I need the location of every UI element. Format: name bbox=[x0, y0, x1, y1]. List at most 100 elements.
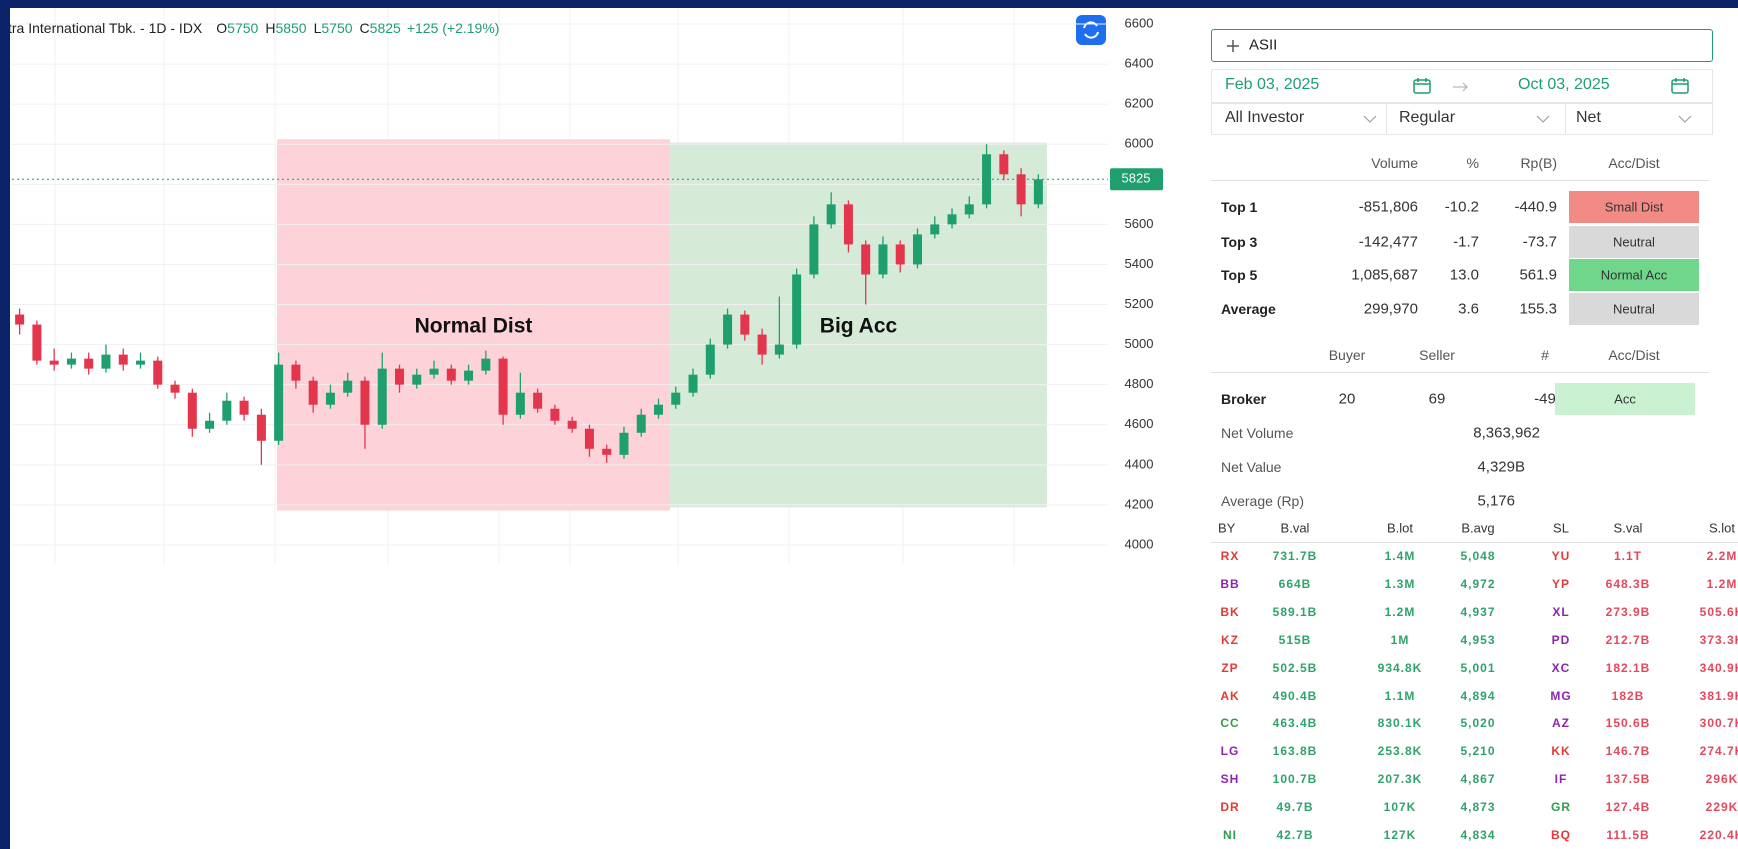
broker-code: RX bbox=[1220, 549, 1240, 563]
broker-cell: 1M bbox=[1390, 632, 1410, 647]
candle-body bbox=[533, 392, 543, 409]
symbol-search[interactable] bbox=[1211, 29, 1713, 62]
broker-cell: 648.3B bbox=[1605, 576, 1651, 591]
candle-body bbox=[84, 358, 94, 369]
candle-body bbox=[481, 358, 491, 371]
candle-body bbox=[205, 420, 215, 429]
broker-cell: 340.9K bbox=[1699, 660, 1738, 675]
candle-body bbox=[843, 204, 853, 245]
summary-cell: 299,970 bbox=[1363, 300, 1418, 318]
candle-body bbox=[913, 234, 922, 265]
stat-label: Average (Rp) bbox=[1221, 493, 1305, 509]
legend-value: 5750 bbox=[227, 20, 258, 36]
acc-dist-label: Neutral bbox=[1613, 301, 1655, 317]
stat-value: 8,363,962 bbox=[1473, 424, 1540, 442]
candle-body bbox=[256, 414, 266, 441]
divider bbox=[1211, 542, 1738, 543]
candle-body bbox=[619, 432, 629, 455]
candle-body bbox=[136, 360, 145, 365]
last-price-label: 5825 bbox=[1122, 171, 1151, 186]
y-tick-label: 5400 bbox=[1125, 256, 1154, 271]
broker-header: Buyer bbox=[1328, 347, 1366, 363]
broker-code: AZ bbox=[1552, 716, 1570, 731]
y-tick-label: 4000 bbox=[1125, 536, 1154, 551]
candle-body bbox=[947, 214, 957, 225]
candle-body bbox=[895, 244, 905, 265]
refresh-button[interactable] bbox=[1076, 15, 1106, 45]
broker-cell: 20 bbox=[1338, 390, 1356, 408]
legend-key: O bbox=[216, 20, 227, 36]
candle-body bbox=[446, 368, 456, 381]
calendar-icon bbox=[1413, 78, 1431, 94]
candle-body bbox=[222, 400, 232, 421]
chevron bbox=[1536, 115, 1550, 123]
candle-body bbox=[360, 380, 370, 425]
candle-body bbox=[636, 414, 646, 433]
filter: Regular bbox=[1399, 109, 1456, 126]
plus-icon bbox=[1227, 40, 1239, 52]
candle-body bbox=[395, 368, 404, 385]
frame: 6600640062006000580056005400520050004800… bbox=[10, 8, 1738, 849]
broker-code: AK bbox=[1220, 688, 1240, 703]
separator bbox=[1386, 103, 1387, 134]
candle-body bbox=[723, 314, 733, 345]
broker-code: BK bbox=[1220, 604, 1240, 619]
summary-header: Rp(B) bbox=[1520, 155, 1557, 171]
y-tick-label: 6200 bbox=[1125, 96, 1154, 111]
broker-cell: 664B bbox=[1278, 576, 1312, 591]
broker-cell: 212.7B bbox=[1605, 632, 1651, 647]
broker-cell: 229K bbox=[1705, 800, 1738, 815]
broker-code: XC bbox=[1551, 660, 1571, 675]
broker-cell: 150.6B bbox=[1605, 716, 1651, 731]
broker-cell: 502.5B bbox=[1272, 660, 1318, 675]
broker-code: YU bbox=[1551, 549, 1571, 563]
y-tick-label: 5000 bbox=[1125, 336, 1154, 351]
zone-label: Normal Dist bbox=[415, 315, 533, 338]
summary-cell: -142,477 bbox=[1358, 233, 1418, 251]
broker-code: BB bbox=[1220, 576, 1240, 591]
chevron bbox=[1678, 115, 1692, 123]
y-tick-label: 5200 bbox=[1125, 296, 1154, 311]
broker-header: Acc/Dist bbox=[1608, 347, 1660, 363]
candle-body bbox=[66, 358, 76, 365]
broker-code: MG bbox=[1550, 688, 1572, 703]
candle-body bbox=[515, 392, 525, 415]
broker-cell: 463.4B bbox=[1272, 716, 1318, 731]
stat-value: 5,176 bbox=[1477, 492, 1515, 510]
candle-body bbox=[826, 204, 836, 225]
summary-header: Volume bbox=[1371, 155, 1418, 171]
broker-cell: 253.8K bbox=[1377, 744, 1423, 759]
candle-body bbox=[343, 380, 353, 393]
broker-cell: 182B bbox=[1611, 688, 1645, 703]
candle-body bbox=[498, 358, 508, 415]
legend-key: L bbox=[314, 20, 322, 36]
summary-cell: 3.6 bbox=[1458, 300, 1479, 318]
list-header: B.lot bbox=[1386, 520, 1414, 536]
acc-dist-badge: Normal Acc bbox=[1569, 259, 1699, 291]
candle-body bbox=[101, 354, 111, 369]
y-tick-label: 4800 bbox=[1125, 376, 1154, 391]
candle-body bbox=[118, 354, 128, 365]
y-tick-label: 4200 bbox=[1125, 496, 1154, 511]
broker-cell: 1.2M bbox=[1706, 576, 1738, 591]
broker-code: LG bbox=[1220, 744, 1240, 759]
panel: ASII Feb 03, 2025 Oct 03, 2025 All Investor… bbox=[10, 8, 1738, 849]
summary-header: Acc/Dist bbox=[1608, 155, 1660, 171]
broker-code: PD bbox=[1551, 632, 1571, 647]
calendar-icon bbox=[1671, 78, 1689, 94]
broker-cell: 5,020 bbox=[1460, 716, 1496, 731]
broker-cell: 182.1B bbox=[1605, 660, 1651, 675]
broker-cell: 830.1K bbox=[1377, 716, 1423, 731]
date-to: Oct 03, 2025 bbox=[1518, 76, 1610, 93]
chart-title: tra International Tbk. - 1D - IDX bbox=[10, 20, 203, 36]
list-header: B.avg bbox=[1461, 520, 1495, 536]
broker-cell: 381.9K bbox=[1699, 688, 1738, 703]
candle-body bbox=[153, 360, 163, 385]
candle-body bbox=[1016, 174, 1026, 205]
broker-cell: 5,048 bbox=[1460, 549, 1496, 563]
legend-key: H bbox=[265, 20, 275, 36]
row-label: Broker bbox=[1221, 391, 1267, 407]
symbol: ASII bbox=[1249, 36, 1278, 54]
date-range[interactable] bbox=[1211, 69, 1713, 104]
chart: 6600640062006000580056005400520050004800… bbox=[10, 8, 1163, 565]
